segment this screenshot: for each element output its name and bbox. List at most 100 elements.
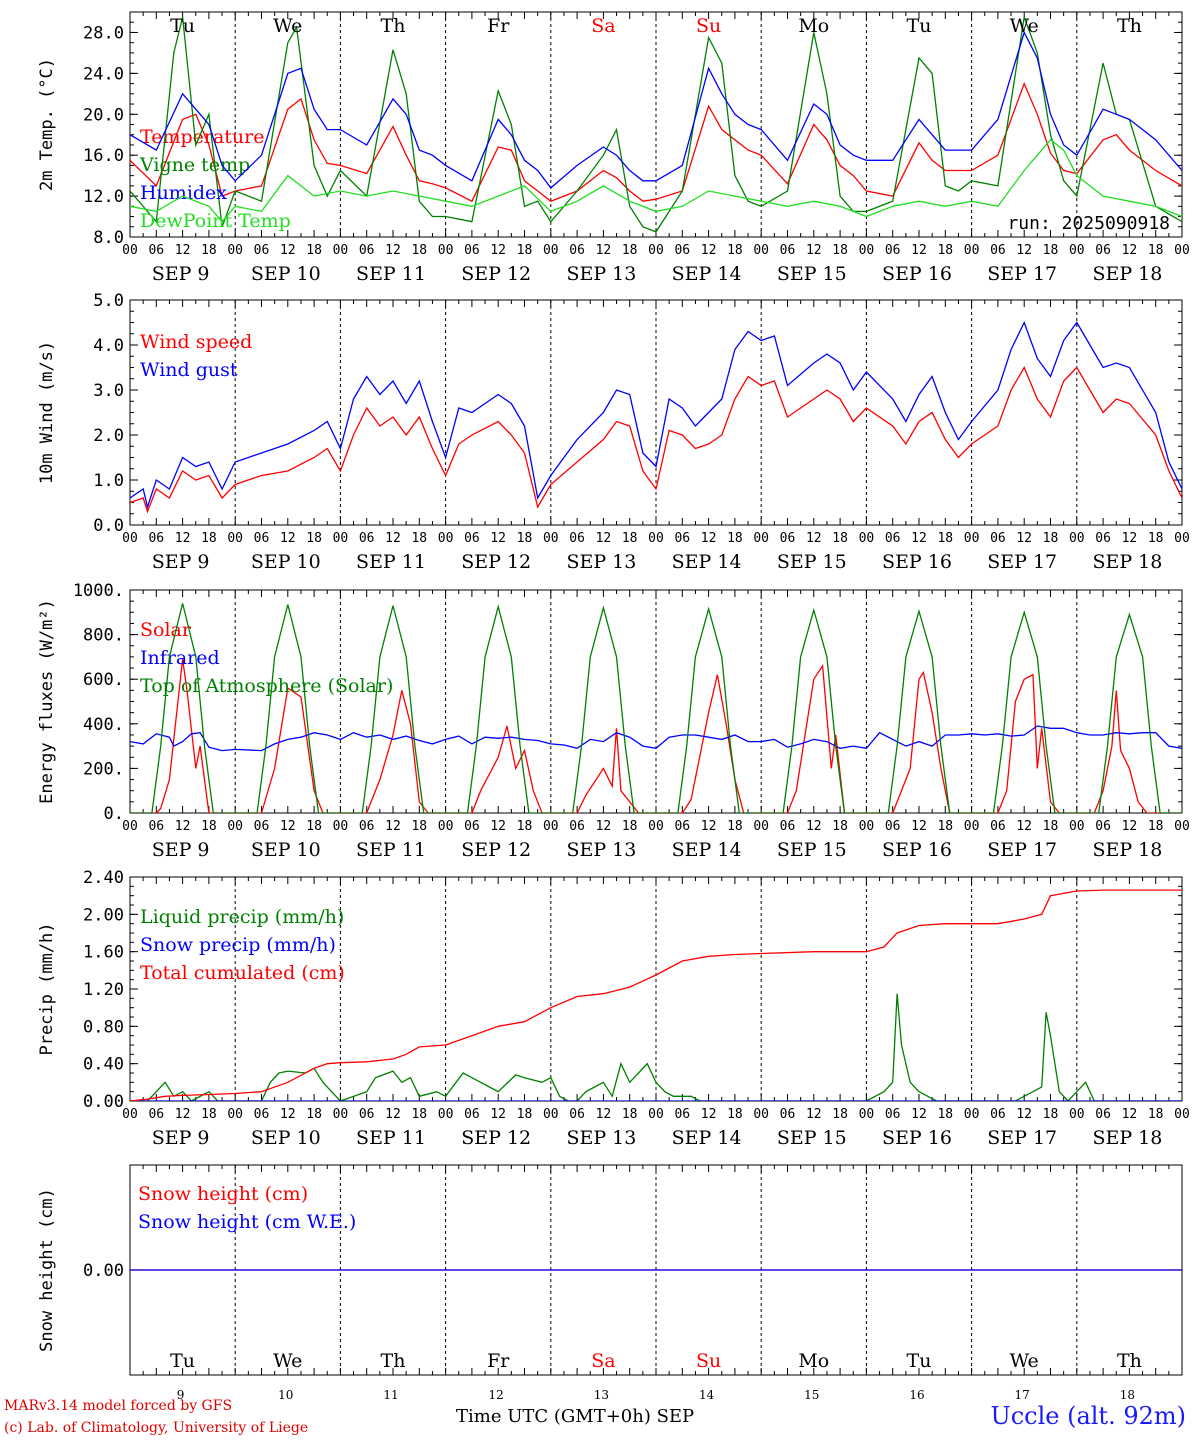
snow-weekday-label: Su xyxy=(696,1350,721,1372)
energy-date-label: SEP 18 xyxy=(1092,839,1162,861)
energy-date-label: SEP 10 xyxy=(251,839,321,861)
wind-y-tick-label: 4.0 xyxy=(93,336,124,356)
wind-y-tick-label: 3.0 xyxy=(93,381,124,401)
temperature-y-axis-label: 2m Temp. (°C) xyxy=(37,58,57,191)
snow-day-number: 14 xyxy=(699,1388,715,1402)
temperature-date-label: SEP 16 xyxy=(882,263,952,285)
wind-series-wind-gust xyxy=(130,320,1182,510)
energy-hour-tick-label: 00 xyxy=(964,819,980,834)
wind-hour-tick-label: 12 xyxy=(806,531,822,546)
wind-hour-tick-label: 12 xyxy=(596,531,612,546)
temperature-hour-tick-label: 00 xyxy=(859,243,875,258)
weekday-label: Tu xyxy=(170,15,195,37)
wind-hour-tick-label: 06 xyxy=(254,531,270,546)
wind-date-label: SEP 10 xyxy=(251,551,321,573)
precip-legend-liquid-precip-mm-h-: Liquid precip (mm/h) xyxy=(140,906,344,928)
temperature-hour-tick-label: 18 xyxy=(201,243,217,258)
energy-hour-tick-label: 06 xyxy=(359,819,375,834)
precip-hour-tick-label: 18 xyxy=(517,1107,533,1122)
temperature-hour-tick-label: 06 xyxy=(464,243,480,258)
temperature-hour-tick-label: 00 xyxy=(648,243,664,258)
weekday-label: Th xyxy=(381,15,406,37)
precip-hour-tick-label: 18 xyxy=(622,1107,638,1122)
wind-hour-tick-label: 00 xyxy=(1174,531,1190,546)
precip-legend-snow-precip-mm-h-: Snow precip (mm/h) xyxy=(140,934,336,956)
precip-hour-tick-label: 12 xyxy=(806,1107,822,1122)
precip-hour-tick-label: 18 xyxy=(832,1107,848,1122)
snow-day-number: 11 xyxy=(383,1388,398,1402)
precip-hour-tick-label: 06 xyxy=(254,1107,270,1122)
wind-hour-tick-label: 06 xyxy=(990,531,1006,546)
precip-hour-tick-label: 18 xyxy=(727,1107,743,1122)
snow-weekday-label: We xyxy=(1010,1350,1039,1372)
wind-hour-tick-label: 18 xyxy=(727,531,743,546)
wind-hour-tick-label: 00 xyxy=(227,531,243,546)
energy-hour-tick-label: 18 xyxy=(1148,819,1164,834)
temperature-hour-tick-label: 06 xyxy=(1095,243,1111,258)
energy-hour-tick-label: 18 xyxy=(727,819,743,834)
energy-hour-tick-label: 00 xyxy=(859,819,875,834)
temperature-y-tick-label: 24.0 xyxy=(83,64,124,84)
precip-hour-tick-label: 12 xyxy=(911,1107,927,1122)
snow-weekday-label: Th xyxy=(1117,1350,1142,1372)
wind-hour-tick-label: 12 xyxy=(1016,531,1032,546)
temperature-hour-tick-label: 06 xyxy=(780,243,796,258)
precip-hour-tick-label: 00 xyxy=(1069,1107,1085,1122)
temperature-series-temperature xyxy=(130,81,1182,203)
precip-hour-tick-label: 12 xyxy=(385,1107,401,1122)
energy-hour-tick-label: 06 xyxy=(780,819,796,834)
wind-frame xyxy=(129,299,1183,526)
energy-hour-tick-label: 06 xyxy=(464,819,480,834)
precip-hour-tick-label: 12 xyxy=(596,1107,612,1122)
precip-y-tick-label: 2.40 xyxy=(83,868,124,888)
energy-hour-tick-label: 12 xyxy=(911,819,927,834)
temperature-legend-dewpoint-temp: DewPoint Temp xyxy=(140,210,291,232)
wind-hour-tick-label: 18 xyxy=(1043,531,1059,546)
wind-date-label: SEP 17 xyxy=(987,551,1057,573)
energy-y-tick-label: 1000. xyxy=(73,581,124,601)
wind-hour-tick-label: 00 xyxy=(964,531,980,546)
precip-y-tick-label: 0.40 xyxy=(83,1055,124,1075)
temperature-hour-tick-label: 18 xyxy=(727,243,743,258)
temperature-hour-tick-label: 00 xyxy=(1069,243,1085,258)
precip-date-label: SEP 10 xyxy=(251,1127,321,1149)
energy-hour-tick-label: 06 xyxy=(885,819,901,834)
energy-date-label: SEP 9 xyxy=(152,839,210,861)
precip-hour-tick-label: 12 xyxy=(490,1107,506,1122)
temperature-y-tick-label: 16.0 xyxy=(83,146,124,166)
energy-date-label: SEP 14 xyxy=(672,839,742,861)
wind-hour-tick-label: 12 xyxy=(175,531,191,546)
wind-hour-tick-label: 06 xyxy=(359,531,375,546)
precip-hour-tick-label: 18 xyxy=(1043,1107,1059,1122)
temperature-series-vigne-temp xyxy=(130,16,1182,233)
temperature-y-tick-label: 12.0 xyxy=(83,187,124,207)
wind-hour-tick-label: 06 xyxy=(885,531,901,546)
wind-hour-tick-label: 06 xyxy=(148,531,164,546)
wind-date-label: SEP 14 xyxy=(672,551,742,573)
snow-y-axis-label: Snow height (cm) xyxy=(37,1188,57,1352)
wind-hour-tick-label: 00 xyxy=(1069,531,1085,546)
temperature-date-label: SEP 11 xyxy=(356,263,426,285)
wind-hour-tick-label: 00 xyxy=(333,531,349,546)
temperature-series-humidex xyxy=(130,30,1182,189)
wind-hour-tick-label: 00 xyxy=(438,531,454,546)
temperature-legend-humidex: Humidex xyxy=(140,182,227,204)
wind-y-tick-label: 2.0 xyxy=(93,426,124,446)
temperature-y-tick-label: 20.0 xyxy=(83,105,124,125)
energy-hour-tick-label: 00 xyxy=(543,819,559,834)
energy-y-axis-label: Energy fluxes (W/m²) xyxy=(37,599,57,804)
snow-day-number: 16 xyxy=(909,1388,924,1402)
precip-y-axis-label: Precip (mm/h) xyxy=(37,922,57,1055)
precip-y-tick-label: 1.60 xyxy=(83,943,124,963)
temperature-date-label: SEP 18 xyxy=(1092,263,1162,285)
precip-hour-tick-label: 06 xyxy=(569,1107,585,1122)
precip-hour-tick-label: 00 xyxy=(753,1107,769,1122)
energy-legend-infrared: Infrared xyxy=(140,647,220,669)
temperature-hour-tick-label: 12 xyxy=(701,243,717,258)
energy-y-tick-label: 800. xyxy=(83,626,124,646)
temperature-date-label: SEP 17 xyxy=(987,263,1057,285)
wind-hour-tick-label: 18 xyxy=(411,531,427,546)
temperature-y-tick-label: 28.0 xyxy=(83,23,124,43)
weekday-label: Su xyxy=(696,15,721,37)
